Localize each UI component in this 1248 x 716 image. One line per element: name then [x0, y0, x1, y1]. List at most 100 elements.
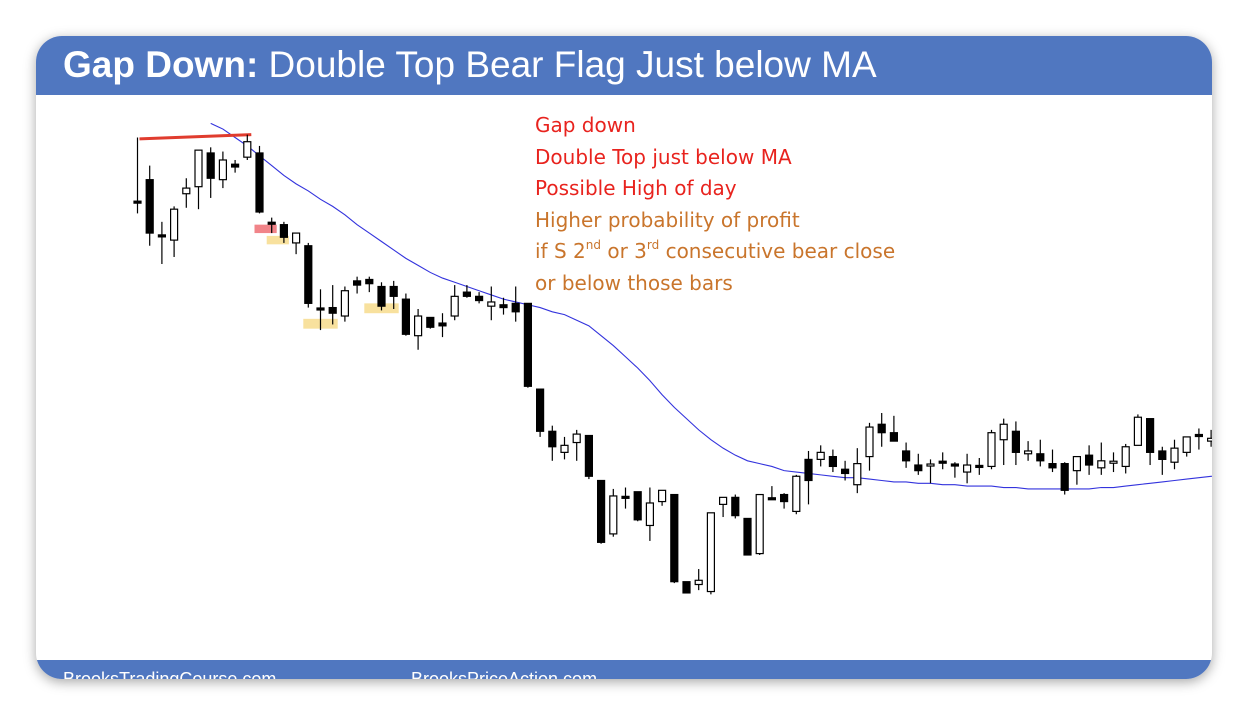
candle-body-22	[390, 286, 397, 296]
annotation-high-of-day: Possible High of day	[535, 173, 895, 205]
candle-body-2	[146, 180, 153, 233]
candle-body-82	[1122, 447, 1129, 467]
candle-body-57	[817, 452, 824, 459]
candle-body-52	[756, 495, 763, 554]
candle-body-60	[854, 464, 861, 485]
candle-body-45	[671, 495, 678, 582]
candle-body-6	[195, 150, 202, 187]
candle-body-29	[476, 296, 483, 300]
candle-body-80	[1098, 461, 1105, 468]
candle-body-3	[158, 235, 165, 237]
candle-body-70	[976, 465, 983, 467]
annotation-double-top: Double Top just below MA	[535, 142, 895, 174]
candle-body-48	[707, 513, 714, 592]
candle-body-16	[317, 308, 324, 310]
candle-body-71	[988, 433, 995, 467]
candle-body-18	[341, 291, 348, 316]
candle-body-37	[573, 434, 580, 442]
candle-body-76	[1049, 464, 1056, 468]
candle-body-12	[268, 222, 275, 224]
candle-body-86	[1171, 448, 1178, 462]
candle-body-79	[1086, 455, 1093, 465]
candle-body-19	[354, 281, 361, 285]
candle-body-27	[451, 296, 458, 316]
candle-body-41	[622, 496, 629, 498]
candle-body-50	[732, 497, 739, 515]
annotation-below-bars: or below those bars	[535, 268, 895, 300]
candle-body-66	[927, 464, 934, 466]
candle-body-30	[488, 302, 495, 306]
candle-body-13	[280, 225, 287, 238]
candle-body-72	[1000, 424, 1007, 439]
candle-body-47	[695, 580, 702, 584]
candle-body-65	[915, 465, 922, 471]
candle-body-17	[329, 308, 336, 314]
candle-body-89	[1208, 438, 1212, 441]
candle-body-62	[878, 424, 885, 432]
candle-body-28	[463, 292, 470, 296]
candle-body-77	[1061, 464, 1068, 491]
candle-body-43	[646, 503, 653, 525]
annotation-gap-down: Gap down	[535, 110, 895, 142]
candle-body-68	[951, 464, 958, 466]
candle-body-87	[1183, 437, 1190, 452]
candle-body-25	[427, 317, 434, 327]
candle-body-34	[537, 389, 544, 431]
candle-body-15	[305, 246, 312, 304]
candle-body-38	[585, 436, 592, 477]
candle-body-61	[866, 427, 873, 457]
candle-body-88	[1195, 435, 1202, 437]
double-top-line	[140, 135, 252, 139]
candle-body-7	[207, 153, 214, 178]
candle-body-73	[1012, 431, 1019, 452]
candle-body-55	[793, 476, 800, 511]
candle-body-42	[634, 492, 641, 520]
candle-body-36	[561, 445, 568, 452]
candle-body-23	[402, 299, 409, 334]
candle-body-54	[781, 495, 788, 502]
candle-body-63	[890, 433, 897, 441]
candle-body-85	[1159, 451, 1166, 459]
candle-body-8	[219, 160, 226, 180]
candle-body-5	[183, 188, 190, 194]
footer-link-left[interactable]: BrooksTradingCourse.com	[63, 669, 276, 679]
candle-body-33	[524, 303, 531, 386]
candle-body-44	[659, 490, 666, 501]
candle-body-40	[610, 496, 617, 534]
candle-body-14	[293, 233, 300, 243]
candle-body-32	[512, 303, 519, 311]
candle-body-20	[366, 279, 373, 283]
footer-link-right[interactable]: BrooksPriceAction.com	[411, 669, 597, 679]
candle-body-1	[134, 201, 141, 203]
slide: Gap Down: Double Top Bear Flag Just belo…	[36, 36, 1212, 679]
candle-body-83	[1134, 417, 1141, 445]
candle-body-53	[768, 498, 775, 500]
candle-body-31	[500, 305, 507, 308]
candle-body-26	[439, 323, 446, 326]
candle-body-56	[805, 459, 812, 480]
candle-body-49	[720, 497, 727, 504]
candle-body-11	[256, 153, 263, 212]
candle-body-69	[964, 465, 971, 472]
candle-body-35	[549, 431, 556, 446]
candle-body-84	[1147, 419, 1154, 453]
candle-body-75	[1037, 454, 1044, 461]
candle-body-64	[903, 451, 910, 461]
candle-body-46	[683, 582, 690, 593]
candle-body-24	[415, 316, 422, 336]
candle-body-9	[232, 164, 239, 167]
annotation-consecutive-bear: if S 2nd or 3rd consecutive bear close	[535, 236, 895, 268]
footer-bar: BrooksTradingCourse.com BrooksPriceActio…	[36, 660, 1212, 679]
candle-body-67	[939, 461, 946, 463]
candle-body-58	[829, 457, 836, 467]
candle-body-74	[1025, 451, 1032, 454]
candle-body-10	[244, 142, 251, 157]
candle-body-39	[598, 480, 605, 542]
candle-body-21	[378, 286, 385, 306]
highlight-zone-red-1	[255, 225, 277, 233]
annotation-probability: Higher probability of profit	[535, 205, 895, 237]
candle-body-59	[842, 469, 849, 473]
annotation-block: Gap down Double Top just below MA Possib…	[535, 110, 895, 299]
candle-body-4	[171, 209, 178, 240]
candle-body-51	[744, 518, 751, 555]
